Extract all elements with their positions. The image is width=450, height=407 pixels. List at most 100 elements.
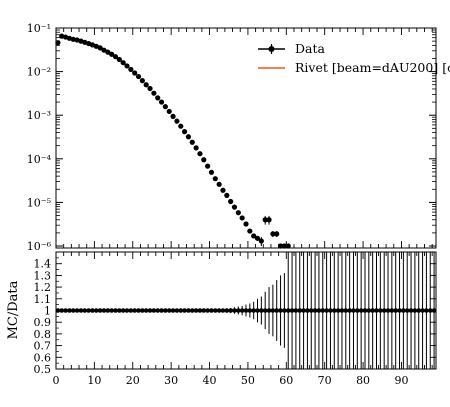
data-point	[189, 139, 195, 145]
data-point	[105, 49, 111, 55]
ratio-y-tick-label: 1	[44, 305, 51, 318]
ratio-point	[201, 308, 207, 313]
ratio-x-tick-label: 10	[87, 374, 101, 387]
ratio-point	[193, 308, 199, 313]
ratio-x-tick-label: 90	[394, 374, 408, 387]
data-point	[174, 118, 180, 124]
ratio-point	[324, 308, 329, 313]
ratio-point	[427, 308, 433, 313]
data-point	[124, 63, 130, 69]
data-point	[274, 231, 280, 237]
ratio-point	[236, 308, 241, 313]
data-point	[212, 176, 218, 182]
ratio-point	[255, 308, 260, 313]
ratio-point	[278, 308, 283, 313]
data-point	[285, 243, 291, 249]
ratio-point	[320, 308, 326, 313]
ratio-point	[143, 308, 149, 313]
ratio-point	[339, 308, 345, 313]
ratio-point	[239, 308, 245, 313]
ratio-y-tick-label: 0.9	[34, 316, 52, 329]
ratio-point	[132, 308, 137, 313]
ratio-point	[55, 308, 61, 313]
ratio-point	[186, 308, 191, 313]
ratio-point	[358, 308, 364, 313]
ratio-point	[128, 308, 134, 313]
data-point	[197, 151, 203, 157]
ratio-point	[262, 308, 268, 313]
data-point	[151, 90, 157, 96]
ratio-point	[366, 308, 372, 313]
data-point	[224, 192, 230, 198]
ratio-point	[97, 308, 103, 313]
ratio-point	[389, 308, 395, 313]
data-point	[185, 134, 192, 140]
ratio-point	[147, 308, 153, 313]
data-point	[220, 187, 226, 193]
ratio-point	[166, 308, 172, 313]
ratio-point	[117, 308, 122, 313]
data-point	[166, 108, 172, 115]
data-point	[116, 56, 122, 63]
data-point	[155, 95, 161, 101]
ratio-point	[178, 308, 184, 313]
ratio-x-axis: 0 10 20 30 40 50 60 70 80 90	[53, 252, 433, 387]
data-point	[70, 36, 76, 42]
ratio-point	[404, 308, 410, 313]
ratio-point	[282, 308, 287, 313]
ratio-point	[270, 308, 276, 313]
ratio-markers	[55, 308, 437, 313]
ratio-point	[308, 308, 314, 313]
ratio-point	[297, 308, 303, 313]
data-point	[128, 66, 134, 73]
ratio-point	[82, 308, 88, 313]
ratio-point	[424, 308, 429, 313]
main-y-axis: 10⁻¹ 10⁻² 10⁻³ 10⁻⁴ 10⁻⁵ 10⁻⁶	[27, 22, 436, 253]
ratio-point	[351, 308, 356, 313]
main-y-tick-label: 10⁻⁶	[27, 240, 52, 253]
main-y-tick-label: 10⁻²	[27, 66, 51, 79]
data-point	[132, 70, 138, 76]
ratio-point	[159, 308, 164, 313]
ratio-point	[293, 308, 299, 313]
main-x-ticks	[55, 28, 433, 248]
data-point	[208, 169, 215, 175]
data-point	[101, 47, 107, 53]
ratio-point	[355, 308, 360, 313]
ratio-point	[94, 308, 99, 313]
ratio-x-tick-label: 50	[241, 374, 255, 387]
data-point	[158, 99, 165, 105]
ratio-point	[70, 308, 76, 313]
data-point	[178, 123, 184, 129]
data-point	[143, 82, 149, 88]
ratio-x-tick-label: 30	[164, 374, 178, 387]
data-point	[251, 233, 257, 239]
ratio-point	[109, 308, 114, 313]
ratio-point	[63, 308, 68, 313]
ratio-point	[140, 308, 145, 313]
data-point	[109, 51, 115, 57]
data-point	[147, 85, 153, 92]
ratio-point	[259, 308, 264, 313]
ratio-x-tick-label: 40	[203, 374, 217, 387]
ratio-point	[113, 308, 118, 313]
ratio-point	[247, 308, 253, 313]
ratio-y-tick-label: 1.2	[34, 281, 52, 294]
ratio-point	[431, 308, 437, 313]
ratio-point	[316, 308, 322, 313]
ratio-point	[151, 308, 157, 313]
legend-data-marker-dot	[268, 46, 275, 52]
data-point	[231, 204, 238, 210]
data-point	[243, 221, 249, 227]
ratio-point	[335, 308, 341, 313]
legend: Data Rivet [beam=dAU200] [ce	[258, 41, 450, 75]
ratio-point	[78, 308, 84, 313]
ratio-y-tick-label: 1.3	[34, 269, 52, 282]
ratio-point	[228, 308, 233, 313]
ratio-point	[124, 308, 130, 313]
ratio-point	[105, 308, 111, 313]
ratio-point	[170, 308, 176, 313]
ratio-point	[274, 308, 280, 313]
ratio-point	[331, 308, 337, 313]
ratio-point	[182, 308, 187, 313]
